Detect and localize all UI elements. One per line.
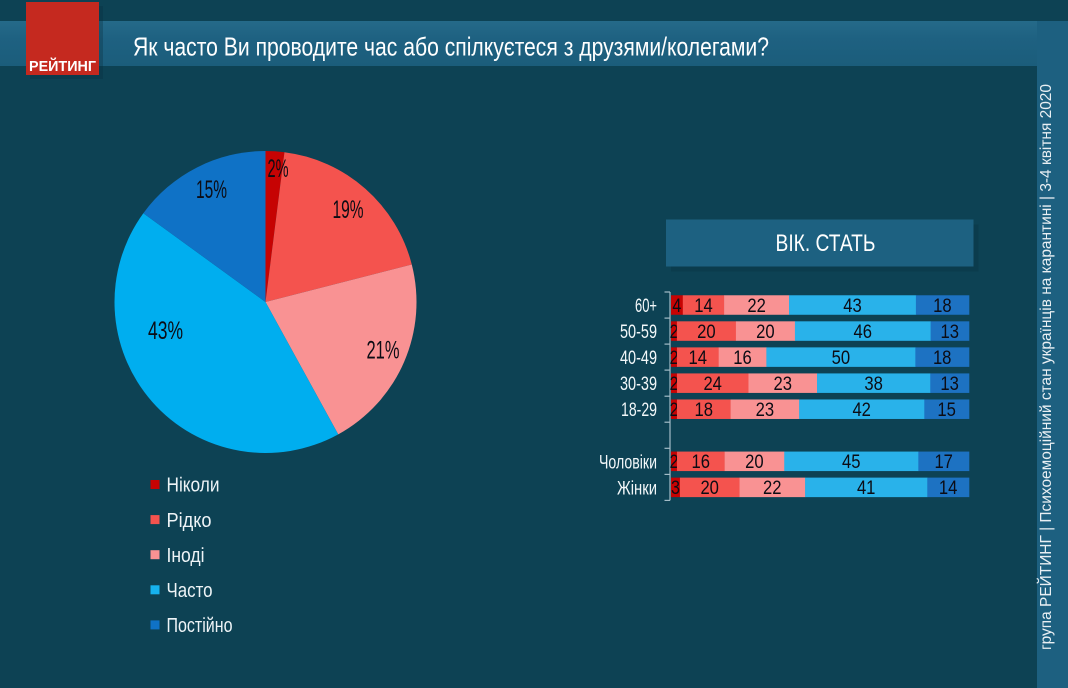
svg-text:18: 18 <box>933 296 952 317</box>
svg-text:45: 45 <box>842 452 861 473</box>
svg-text:Постійно: Постійно <box>167 615 233 637</box>
svg-text:13: 13 <box>941 322 960 343</box>
svg-text:Ніколи: Ніколи <box>167 475 220 497</box>
svg-text:13: 13 <box>940 374 959 395</box>
svg-text:16: 16 <box>733 348 752 369</box>
svg-text:Жінки: Жінки <box>617 477 657 499</box>
svg-text:24: 24 <box>703 374 722 395</box>
svg-text:43: 43 <box>843 296 862 317</box>
svg-text:група РЕЙТИНГ | Психоемоційн: група РЕЙТИНГ | Психоемоційний стан укра… <box>1037 84 1055 650</box>
svg-text:Рідко: Рідко <box>167 510 212 532</box>
svg-text:22: 22 <box>747 296 766 317</box>
svg-text:Іноді: Іноді <box>167 545 205 567</box>
svg-text:3: 3 <box>671 478 680 499</box>
svg-text:Часто: Часто <box>167 580 213 602</box>
svg-text:РЕЙТИНГ: РЕЙТИНГ <box>29 57 96 75</box>
svg-text:20: 20 <box>756 322 775 343</box>
svg-text:2: 2 <box>670 400 679 421</box>
svg-text:50: 50 <box>832 348 851 369</box>
svg-text:41: 41 <box>857 478 876 499</box>
svg-text:23: 23 <box>774 374 793 395</box>
svg-text:18-29: 18-29 <box>621 399 657 421</box>
svg-text:38: 38 <box>864 374 883 395</box>
svg-text:30-39: 30-39 <box>620 373 657 395</box>
svg-text:15%: 15% <box>196 176 227 204</box>
svg-text:14: 14 <box>689 348 708 369</box>
svg-text:18: 18 <box>695 400 714 421</box>
svg-text:46: 46 <box>854 322 873 343</box>
svg-text:4: 4 <box>672 296 681 317</box>
svg-text:Як часто Ви проводите час або: Як часто Ви проводите час або спілкуєтес… <box>133 32 769 62</box>
svg-text:23: 23 <box>756 400 775 421</box>
svg-text:20: 20 <box>697 322 716 343</box>
svg-text:42: 42 <box>852 400 871 421</box>
svg-text:ВІК. СТАТЬ: ВІК. СТАТЬ <box>776 230 876 257</box>
svg-text:19%: 19% <box>333 196 364 224</box>
svg-text:20: 20 <box>700 478 719 499</box>
svg-text:14: 14 <box>939 478 958 499</box>
svg-text:20: 20 <box>745 452 764 473</box>
svg-text:15: 15 <box>937 400 956 421</box>
svg-text:14: 14 <box>694 296 713 317</box>
svg-text:40-49: 40-49 <box>620 347 657 369</box>
svg-text:21%: 21% <box>367 337 400 365</box>
svg-text:43%: 43% <box>148 317 183 345</box>
svg-text:2: 2 <box>670 348 679 369</box>
svg-text:16: 16 <box>692 452 711 473</box>
svg-text:17: 17 <box>934 452 953 473</box>
svg-text:18: 18 <box>933 348 952 369</box>
svg-text:2: 2 <box>670 452 679 473</box>
svg-text:2%: 2% <box>268 155 289 183</box>
svg-text:22: 22 <box>763 478 782 499</box>
svg-text:50-59: 50-59 <box>620 321 657 343</box>
svg-text:60+: 60+ <box>635 295 657 317</box>
svg-text:2: 2 <box>670 374 679 395</box>
svg-text:Чоловіки: Чоловіки <box>599 451 657 473</box>
svg-text:2: 2 <box>670 322 679 343</box>
